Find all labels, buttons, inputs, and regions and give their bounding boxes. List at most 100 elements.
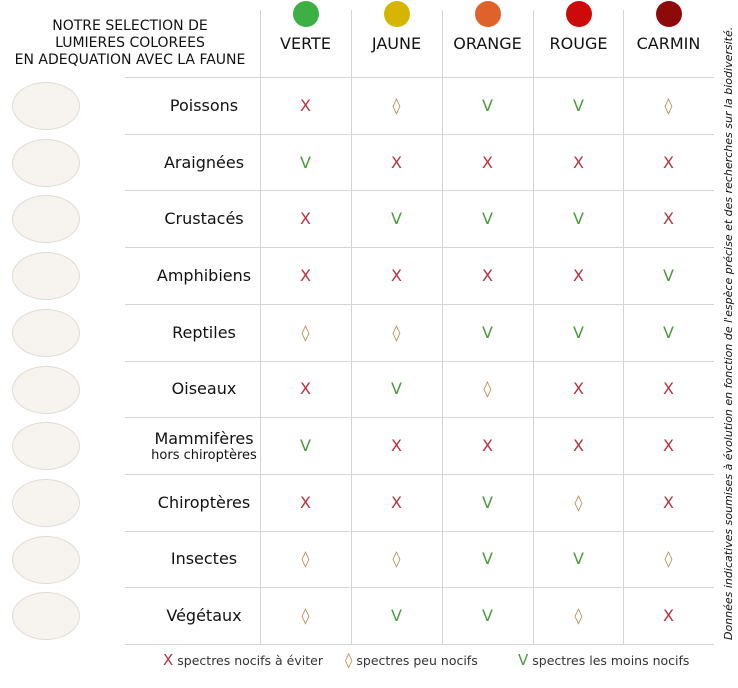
cell-symbol: V xyxy=(482,209,493,229)
cell-symbol: ◊ xyxy=(301,322,310,342)
cell-symbol: X xyxy=(663,152,674,172)
cell-symbol: V xyxy=(482,95,493,115)
row-sublabel: hors chiroptères xyxy=(151,447,257,463)
cell-symbol: X xyxy=(391,152,402,172)
animal-icon xyxy=(12,252,80,301)
column-name: JAUNE xyxy=(371,34,422,53)
row-label-text: Reptiles xyxy=(172,322,236,342)
cell-symbol: ◊ xyxy=(664,549,673,569)
row-label-text: Poissons xyxy=(169,95,239,115)
cell-symbol: V xyxy=(482,606,493,626)
row-label: Araignées xyxy=(125,134,283,191)
cell-symbol: X xyxy=(482,152,493,172)
legend-item: ◊ spectres peu nocifs xyxy=(345,651,478,669)
column-name: VERTE xyxy=(280,34,331,53)
animal-icon xyxy=(12,308,80,357)
row-label-text: Araignées xyxy=(163,152,245,172)
row-label: Chiroptères xyxy=(125,474,283,531)
cell-symbol: V xyxy=(300,436,311,456)
cell-symbol: ◊ xyxy=(392,95,401,115)
row-label: Insectes xyxy=(125,531,283,588)
cell-symbol: V xyxy=(482,492,493,512)
row-label: Crustacés xyxy=(125,190,283,247)
row-label: Végétaux xyxy=(125,587,283,644)
row-divider xyxy=(125,531,714,532)
cell-symbol: X xyxy=(300,265,311,285)
column-divider xyxy=(442,10,443,644)
cell-symbol: X xyxy=(391,265,402,285)
animal-icon xyxy=(12,195,80,244)
color-dot xyxy=(292,1,319,27)
color-dot xyxy=(565,1,592,27)
legend-text: spectres les moins nocifs xyxy=(532,653,690,668)
cell-symbol: X xyxy=(663,606,674,626)
row-divider xyxy=(125,247,714,248)
side-note: Données indicatives soumises à évolution… xyxy=(722,26,735,640)
cell-symbol: X xyxy=(663,379,674,399)
cell-symbol: X xyxy=(300,95,311,115)
row-divider xyxy=(125,361,714,362)
cell-symbol: X xyxy=(663,209,674,229)
column-divider xyxy=(260,10,261,644)
cell-symbol: V xyxy=(391,379,402,399)
row-label: Mammifères hors chiroptères xyxy=(125,417,283,474)
color-dot xyxy=(383,1,410,27)
cell-symbol: V xyxy=(482,322,493,342)
row-divider xyxy=(125,587,714,588)
cell-symbol: X xyxy=(300,492,311,512)
cell-symbol: X xyxy=(663,492,674,512)
table-title: NOTRE SELECTION DE LUMIERES COLOREES EN AD… xyxy=(0,18,260,69)
row-label-text: Insectes xyxy=(170,549,238,569)
row-divider xyxy=(125,77,714,78)
row-label-text: Mammifères xyxy=(154,428,254,448)
animal-icon xyxy=(12,592,80,641)
cell-symbol: ◊ xyxy=(301,549,310,569)
cell-symbol: V xyxy=(663,265,674,285)
animal-icon xyxy=(12,138,80,187)
cell-symbol: X xyxy=(300,379,311,399)
cell-symbol: ◊ xyxy=(392,322,401,342)
row-divider xyxy=(125,134,714,135)
legend-text: spectres nocifs à éviter xyxy=(177,653,323,668)
row-label-text: Amphibiens xyxy=(156,265,252,285)
cell-symbol: X xyxy=(482,265,493,285)
cell-symbol: ◊ xyxy=(574,606,583,626)
cell-symbol: V xyxy=(573,322,584,342)
row-label-text: Crustacés xyxy=(164,209,244,229)
column-divider xyxy=(351,10,352,644)
row-divider xyxy=(125,190,714,191)
cell-symbol: V xyxy=(482,549,493,569)
cell-symbol: X xyxy=(573,379,584,399)
animal-icon xyxy=(12,422,80,471)
cell-symbol: ◊ xyxy=(392,549,401,569)
row-label: Poissons xyxy=(125,77,283,134)
column-divider xyxy=(533,10,534,644)
cell-symbol: X xyxy=(300,209,311,229)
cell-symbol: V xyxy=(663,322,674,342)
cell-symbol: ◊ xyxy=(483,379,492,399)
animal-icon xyxy=(12,82,80,130)
cell-symbol: V xyxy=(391,606,402,626)
cell-symbol: V xyxy=(300,152,311,172)
color-dot xyxy=(655,1,682,27)
animal-icon xyxy=(12,478,80,527)
column-name: CARMIN xyxy=(636,34,701,53)
color-dot xyxy=(474,1,501,27)
cell-symbol: V xyxy=(573,209,584,229)
legend-symbol: X xyxy=(163,651,174,669)
cell-symbol: X xyxy=(391,436,402,456)
row-divider xyxy=(125,417,714,418)
animal-icon xyxy=(12,535,80,584)
row-divider xyxy=(125,474,714,475)
cell-symbol: X xyxy=(482,436,493,456)
column-name: ROUGE xyxy=(549,34,608,53)
row-label-text: Chiroptères xyxy=(157,492,251,512)
legend-symbol: V xyxy=(518,651,529,669)
title-line: NOTRE SELECTION DE xyxy=(52,18,208,34)
title-line: LUMIERES COLOREES xyxy=(55,35,205,51)
row-divider xyxy=(125,644,714,645)
row-label-text: Végétaux xyxy=(166,606,242,626)
cell-symbol: X xyxy=(573,152,584,172)
